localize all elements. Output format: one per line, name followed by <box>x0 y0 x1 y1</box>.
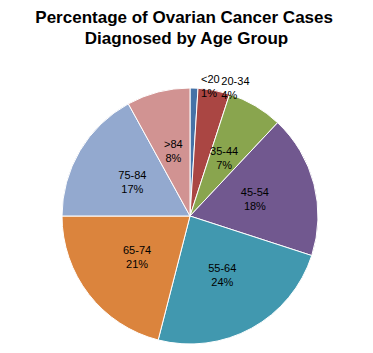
svg-text:45-54: 45-54 <box>241 186 269 198</box>
svg-text:55-64: 55-64 <box>208 262 236 274</box>
svg-text:7%: 7% <box>216 159 232 171</box>
svg-text:24%: 24% <box>211 276 233 288</box>
svg-text:1%: 1% <box>201 87 217 99</box>
svg-text:21%: 21% <box>126 258 148 270</box>
svg-text:75-84: 75-84 <box>118 169 146 181</box>
svg-text:8%: 8% <box>165 152 181 164</box>
svg-text:35-44: 35-44 <box>210 145 238 157</box>
svg-text:<20: <20 <box>201 73 220 85</box>
svg-text:Percentage of Ovarian Cancer C: Percentage of Ovarian Cancer Cases <box>35 8 337 27</box>
svg-text:17%: 17% <box>121 183 143 195</box>
svg-text:65-74: 65-74 <box>123 244 151 256</box>
svg-text:18%: 18% <box>244 200 266 212</box>
svg-text:4%: 4% <box>221 89 237 101</box>
svg-text:>84: >84 <box>164 138 183 150</box>
svg-text:Diagnosed by Age Group: Diagnosed by Age Group <box>85 29 288 48</box>
svg-text:20-34: 20-34 <box>221 75 249 87</box>
